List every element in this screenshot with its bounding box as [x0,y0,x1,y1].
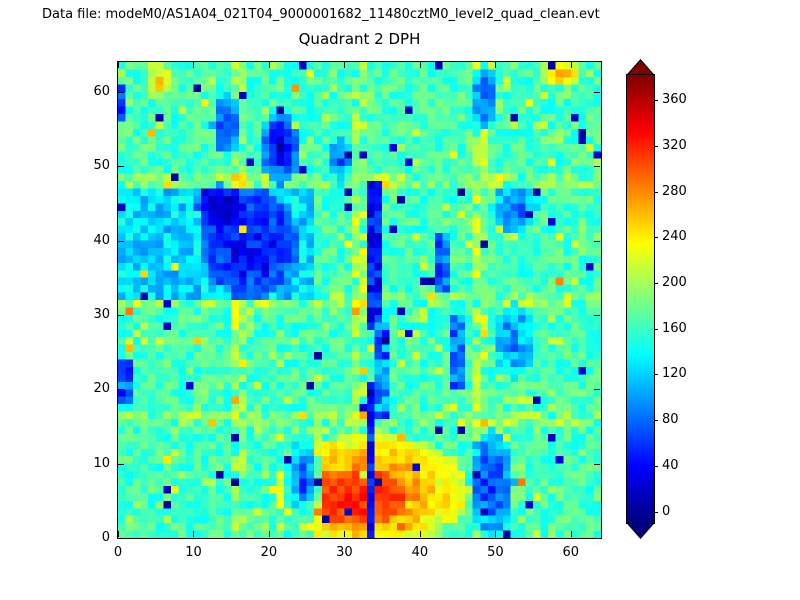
colorbar [626,74,655,524]
x-tick-label: 30 [336,545,353,560]
y-tick-label: 0 [101,530,110,545]
x-tick-mark [495,531,496,537]
colorbar-tick-label: 240 [662,229,687,245]
y-tick-mark-right [594,92,600,93]
x-tick-mark-top [344,62,345,68]
y-tick-mark [118,538,124,539]
y-tick-label: 20 [93,381,110,397]
x-tick-label: 50 [487,545,504,560]
y-tick-mark-right [594,464,600,465]
x-tick-mark-top [571,62,572,68]
y-tick-mark [118,92,124,93]
x-tick-mark-top [193,62,194,68]
y-tick-label: 30 [93,306,110,322]
colorbar-tick-label: 160 [662,320,687,336]
x-tick-mark [344,531,345,537]
x-tick-label: 20 [260,545,278,560]
x-tick-label: 40 [411,545,429,560]
colorbar-tick-mark [654,466,658,467]
x-tick-label: 10 [185,545,202,560]
colorbar-tick-mark [654,192,658,193]
x-tick-mark-top [269,62,270,68]
colorbar-tick-label: 200 [662,275,687,290]
x-tick-mark [571,531,572,537]
colorbar-tick-mark [654,512,658,513]
y-tick-mark-right [594,538,600,539]
y-tick-mark [118,389,124,390]
x-tick-mark-top [495,62,496,68]
x-tick-mark [118,531,119,537]
x-tick-mark-top [420,62,421,68]
colorbar-over-arrow [627,59,654,75]
y-tick-mark [118,315,124,316]
colorbar-tick-mark [654,374,658,375]
colorbar-tick-mark [654,283,658,284]
data-file-label: Data file: modeM0/AS1A04_021T04_90000016… [42,7,600,22]
colorbar-tick-label: 40 [662,457,679,473]
colorbar-tick-label: 320 [662,137,687,153]
colorbar-tick-mark [654,100,658,101]
y-tick-label: 60 [93,83,110,99]
colorbar-tick-label: 280 [662,183,687,199]
x-tick-mark-top [118,62,119,68]
x-tick-label: 0 [113,545,123,560]
colorbar-gradient [627,75,654,523]
y-tick-mark [118,166,124,167]
y-tick-mark [118,464,124,465]
colorbar-tick-label: 360 [662,92,687,108]
colorbar-tick-mark [654,146,658,147]
colorbar-tick-mark [654,329,658,330]
y-tick-mark [118,241,124,242]
x-tick-mark [193,531,194,537]
chart-title: Quadrant 2 DPH [298,30,421,48]
colorbar-under-arrow [627,523,654,539]
heatmap-canvas [118,62,601,538]
x-tick-mark [269,531,270,537]
y-tick-mark-right [594,315,600,316]
y-tick-label: 10 [93,455,110,471]
colorbar-tick-mark [654,237,658,238]
x-tick-label: 60 [562,545,580,560]
heatmap-plot-area [117,61,602,539]
y-tick-mark-right [594,241,600,242]
y-tick-mark-right [594,166,600,167]
y-tick-mark-right [594,389,600,390]
colorbar-tick-mark [654,420,658,421]
x-tick-mark [420,531,421,537]
colorbar-tick-label: 120 [662,366,687,382]
colorbar-tick-label: 0 [662,503,671,519]
y-tick-label: 50 [93,158,110,174]
colorbar-tick-label: 80 [662,412,679,428]
y-tick-label: 40 [93,232,110,248]
